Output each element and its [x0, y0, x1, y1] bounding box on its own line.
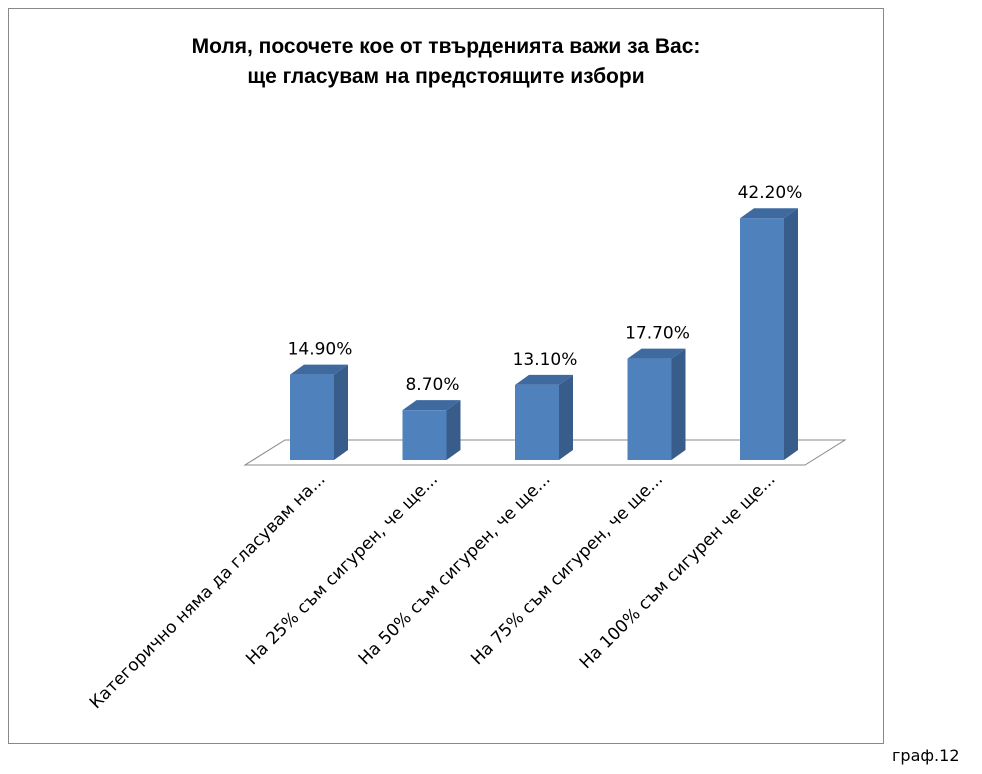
bar-side [446, 400, 461, 460]
bar [627, 348, 686, 460]
x-tick-label: На 25% съм сигурен, че ще... [242, 469, 442, 669]
bar [740, 208, 798, 460]
bar-top [290, 364, 348, 375]
bar-side [784, 208, 798, 460]
x-tick-label: На 50% съм сигурен, че ще... [355, 469, 555, 669]
bar [402, 400, 461, 460]
bar [515, 374, 573, 460]
bar-top [627, 348, 686, 359]
chart-title: Моля, посочете кое от твърденията важи з… [191, 35, 701, 88]
value-label: 14.90% [288, 340, 353, 360]
bar-top [402, 400, 461, 411]
bar-front [515, 384, 559, 460]
bar [290, 364, 348, 460]
value-label: 13.10% [513, 350, 578, 370]
value-label: 42.20% [738, 183, 803, 203]
caption: граф.12 [892, 746, 960, 765]
bar-front [740, 218, 784, 460]
bar-side [559, 374, 573, 460]
bar-side [334, 364, 348, 460]
bar-top [515, 374, 573, 385]
floor [243, 439, 847, 466]
x-tick-label: На 75% съм сигурен, че ще... [467, 469, 667, 669]
bar-front [627, 358, 672, 460]
bar-front [402, 410, 447, 460]
bar-front [290, 374, 334, 460]
value-label: 17.70% [625, 324, 690, 344]
bar-top [740, 208, 798, 219]
chart-frame [8, 8, 884, 744]
x-tick-label: На 100% съм сигурен че ще... [576, 469, 780, 673]
value-label: 8.70% [405, 375, 459, 395]
x-tick-label: Категорично няма да гласувам на... [86, 469, 330, 713]
bar-side [671, 348, 686, 460]
